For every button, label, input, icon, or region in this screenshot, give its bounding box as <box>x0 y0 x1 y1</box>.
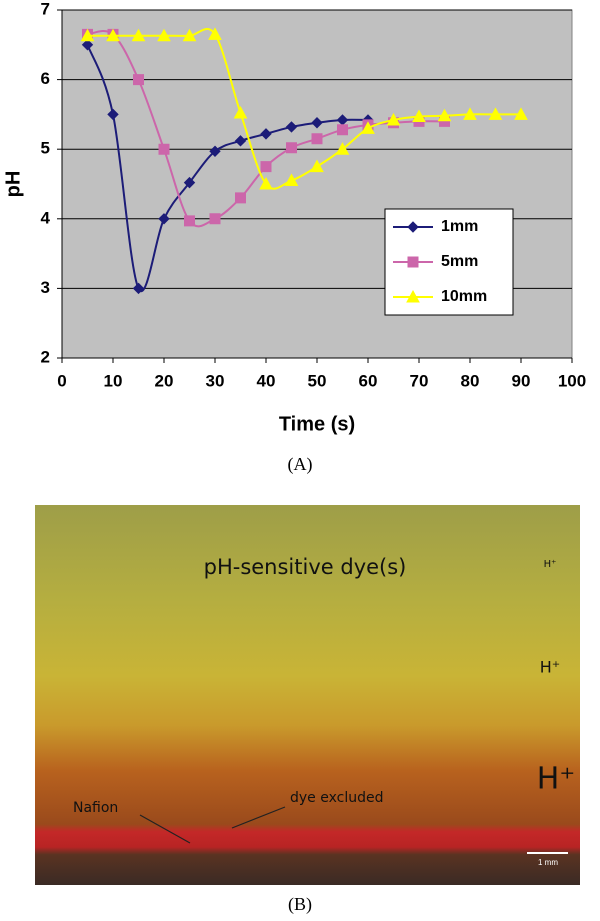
marker <box>335 142 350 155</box>
marker <box>337 124 348 136</box>
marker <box>407 221 419 233</box>
x-tick-label: 30 <box>206 371 225 390</box>
y-axis-label: pH <box>2 171 24 198</box>
marker <box>158 143 170 155</box>
x-tick-label: 100 <box>558 371 586 390</box>
photo: pH-sensitive dye(s) H⁺ H⁺ H⁺ Nafion dye … <box>35 505 580 885</box>
proton-label: H⁺ <box>540 658 560 677</box>
marker <box>386 112 401 126</box>
marker <box>311 133 323 145</box>
marker <box>208 27 222 40</box>
y-tick-label: 4 <box>41 208 51 227</box>
panel-label: (B) <box>288 894 312 915</box>
y-tick-label: 2 <box>41 347 50 366</box>
x-tick-label: 60 <box>359 371 378 390</box>
marker <box>488 107 503 120</box>
x-tick-label: 10 <box>104 371 123 390</box>
x-tick-label: 70 <box>410 371 429 390</box>
marker <box>284 173 299 187</box>
marker <box>184 215 195 227</box>
marker <box>310 159 324 173</box>
y-tick-label: 3 <box>41 278 50 297</box>
marker <box>412 109 426 122</box>
marker <box>514 107 528 120</box>
marker <box>234 135 247 147</box>
marker <box>311 117 323 129</box>
panel-label: (A) <box>288 454 313 475</box>
marker <box>437 108 452 122</box>
marker <box>463 107 477 120</box>
y-tick-label: 6 <box>41 69 50 88</box>
marker <box>235 192 246 204</box>
x-tick-label: 40 <box>257 371 276 390</box>
y-tick-label: 7 <box>41 0 50 18</box>
marker <box>260 161 272 173</box>
marker <box>81 39 94 51</box>
proton-label: H⁺ <box>544 559 557 570</box>
marker <box>133 74 144 86</box>
marker <box>106 28 120 42</box>
marker <box>361 121 375 134</box>
marker <box>286 142 297 154</box>
arrow <box>231 806 286 829</box>
marker <box>260 128 272 140</box>
marker <box>233 105 248 119</box>
marker <box>209 213 221 225</box>
proton-label: H⁺ <box>537 762 575 797</box>
x-tick-label: 0 <box>57 371 66 390</box>
marker <box>157 28 171 42</box>
x-tick-label: 90 <box>512 371 531 390</box>
x-tick-label: 20 <box>155 371 174 390</box>
legend-label: 1mm <box>441 218 478 235</box>
dye-excluded-label: dye excluded <box>290 790 384 806</box>
marker <box>259 176 273 190</box>
arrow <box>139 814 191 844</box>
x-tick-label: 50 <box>308 371 327 390</box>
marker <box>209 145 221 157</box>
scale-bar-label: 1 mm <box>538 858 558 867</box>
marker <box>406 289 420 303</box>
marker <box>132 282 145 295</box>
photo-image <box>35 505 580 885</box>
marker <box>158 213 170 225</box>
marker <box>285 121 298 133</box>
x-axis-label: Time (s) <box>279 413 355 435</box>
legend-label: 10mm <box>441 288 487 305</box>
x-tick-label: 80 <box>461 371 480 390</box>
marker <box>407 256 419 268</box>
marker <box>131 28 146 42</box>
nafion-label: Nafion <box>73 800 118 816</box>
legend-label: 5mm <box>441 253 478 270</box>
marker <box>183 176 196 189</box>
y-tick-label: 5 <box>41 139 50 158</box>
marker <box>80 28 95 42</box>
marker <box>182 28 197 42</box>
photo-title: pH-sensitive dye(s) <box>204 555 407 579</box>
marker <box>107 108 119 121</box>
